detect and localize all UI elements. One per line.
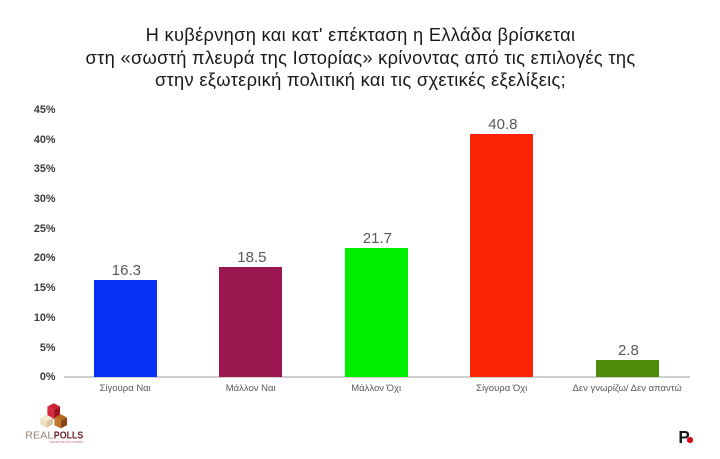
svg-text:REAL: REAL [25, 431, 53, 442]
svg-text:CONVERTING DATA TO INSIGHT: CONVERTING DATA TO INSIGHT [49, 440, 83, 444]
svg-text:POLLS: POLLS [54, 431, 84, 442]
